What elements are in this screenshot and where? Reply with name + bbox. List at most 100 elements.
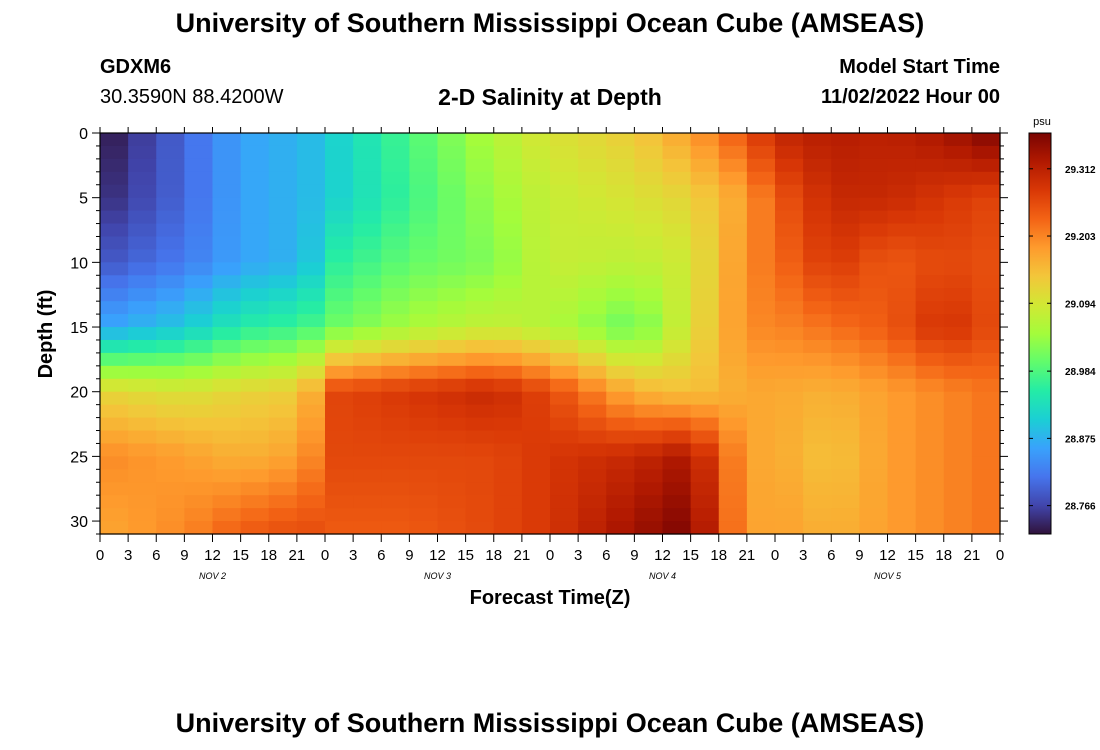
heatmap-cell	[831, 521, 860, 535]
heatmap-cell	[156, 184, 185, 199]
heatmap-cell	[184, 443, 214, 457]
colorbar-tick-label: 29.094	[1065, 299, 1096, 310]
heatmap-cell	[296, 365, 326, 380]
x-tick-label: 0	[321, 547, 329, 564]
heatmap-cell	[578, 249, 607, 263]
heatmap-cell	[943, 236, 973, 251]
heatmap-cell	[859, 391, 889, 406]
heatmap-cell	[128, 145, 157, 160]
heatmap-cell	[803, 275, 832, 289]
heatmap-cell	[746, 275, 776, 289]
heatmap-cell	[775, 443, 804, 457]
heatmap-cell	[606, 210, 635, 225]
heatmap-cell	[100, 314, 129, 328]
heatmap-cell	[606, 145, 635, 160]
heatmap-cell	[662, 456, 692, 470]
heatmap-cell	[381, 469, 410, 483]
heatmap-cell	[550, 327, 579, 341]
heatmap-cell	[100, 145, 129, 160]
heatmap-cell	[859, 352, 889, 367]
heatmap-cell	[493, 223, 523, 238]
heatmap-cell	[268, 184, 298, 199]
heatmap-cell	[803, 469, 832, 483]
heatmap-cell	[240, 301, 270, 315]
heatmap-cell	[212, 378, 242, 393]
heatmap-cell	[296, 417, 326, 432]
heatmap-cell	[971, 236, 1001, 251]
heatmap-cell	[268, 236, 298, 251]
heatmap-cell	[240, 210, 270, 225]
heatmap-cell	[971, 365, 1001, 380]
heatmap-cell	[718, 145, 748, 160]
heatmap-cell	[465, 133, 495, 147]
heatmap-cell	[971, 469, 1001, 483]
heatmap-cell	[775, 223, 804, 238]
heatmap-cell	[915, 339, 945, 354]
heatmap-cell	[606, 275, 635, 289]
heatmap-cell	[521, 327, 551, 341]
heatmap-cell	[662, 171, 692, 186]
x-tick-label: 3	[124, 547, 132, 564]
heatmap-cell	[128, 508, 157, 522]
heatmap-cell	[381, 365, 410, 380]
heatmap-cell	[240, 508, 270, 522]
heatmap-cell	[634, 210, 664, 225]
heatmap-cell	[915, 288, 945, 302]
heatmap-cell	[521, 443, 551, 457]
heatmap-cell	[353, 327, 382, 341]
heatmap-cell	[606, 482, 635, 496]
heatmap-cell	[550, 365, 579, 380]
x-tick-label: 9	[630, 547, 638, 564]
heatmap-cell	[971, 456, 1001, 470]
heatmap-cell	[353, 145, 382, 160]
heatmap-cell	[325, 443, 354, 457]
heatmap-cell	[803, 365, 832, 380]
heatmap-cell	[353, 469, 382, 483]
heatmap-cell	[296, 158, 326, 173]
heatmap-cell	[381, 184, 410, 199]
heatmap-cell	[381, 352, 410, 367]
heatmap-cell	[240, 495, 270, 509]
heatmap-cell	[493, 301, 523, 315]
heatmap-cell	[971, 391, 1001, 406]
heatmap-cell	[606, 495, 635, 509]
heatmap-cell	[943, 352, 973, 367]
heatmap-cell	[296, 456, 326, 470]
heatmap-cell	[803, 171, 832, 186]
heatmap-cell	[859, 133, 889, 147]
heatmap-cell	[803, 197, 832, 212]
heatmap-cell	[409, 223, 439, 238]
heatmap-cell	[381, 521, 410, 535]
heatmap-cell	[662, 197, 692, 212]
heatmap-cell	[662, 443, 692, 457]
heatmap-cell	[690, 508, 720, 522]
heatmap-cell	[521, 521, 551, 535]
heatmap-cell	[268, 339, 298, 354]
station-coordinates: 30.3590N 88.4200W	[100, 86, 284, 108]
heatmap-cell	[268, 378, 298, 393]
heatmap-cell	[409, 339, 439, 354]
heatmap-cell	[353, 443, 382, 457]
heatmap-cell	[268, 197, 298, 212]
heatmap-cell	[240, 391, 270, 406]
heatmap-cell	[578, 378, 607, 393]
heatmap-cell	[465, 430, 495, 445]
heatmap-cell	[887, 352, 917, 367]
heatmap-cell	[409, 443, 439, 457]
heatmap-cell	[521, 482, 551, 496]
heatmap-cell	[915, 327, 945, 341]
heatmap-cell	[268, 417, 298, 432]
heatmap-cell	[971, 210, 1001, 225]
heatmap-cell	[184, 417, 214, 432]
heatmap-cell	[775, 184, 804, 199]
heatmap-cell	[128, 521, 157, 535]
heatmap-cell	[746, 301, 776, 315]
heatmap-cell	[437, 508, 467, 522]
heatmap-cell	[690, 417, 720, 432]
heatmap-cell	[634, 133, 664, 147]
heatmap-cell	[831, 443, 860, 457]
colorbar-tick-label: 28.766	[1065, 502, 1096, 513]
heatmap-cell	[409, 365, 439, 380]
heatmap-cell	[690, 482, 720, 496]
heatmap-cell	[212, 301, 242, 315]
